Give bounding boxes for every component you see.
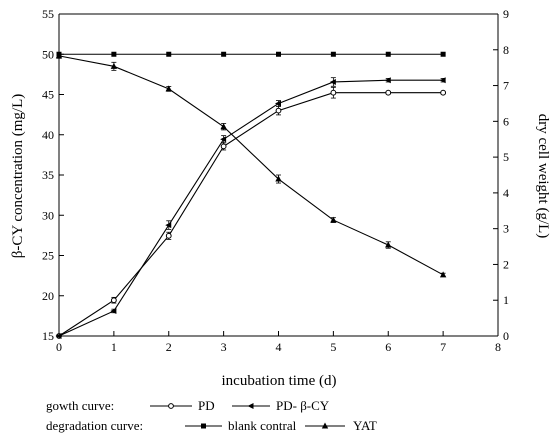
series-line xyxy=(58,79,444,337)
y-tick-label: 15 xyxy=(42,329,54,343)
y2-tick-label: 8 xyxy=(503,43,509,57)
data-point xyxy=(110,307,117,314)
x-tick-label: 0 xyxy=(56,340,62,354)
x-tick-label: 5 xyxy=(330,340,336,354)
data-point xyxy=(110,297,117,304)
series-pd-cy xyxy=(55,77,446,339)
data-point xyxy=(276,51,281,57)
data-point xyxy=(110,62,118,69)
y2-tick-label: 4 xyxy=(503,186,509,200)
series-blank-contral xyxy=(56,51,446,57)
legend-marker xyxy=(247,403,254,409)
y2-tick-label: 5 xyxy=(503,150,509,164)
y-tick-label: 50 xyxy=(42,47,54,61)
y-tick-label: 40 xyxy=(42,128,54,142)
data-point xyxy=(165,222,172,229)
data-point xyxy=(165,232,172,239)
x-tick-label: 2 xyxy=(166,340,172,354)
data-point xyxy=(330,89,337,96)
y2-tick-label: 3 xyxy=(503,222,509,236)
data-point xyxy=(385,241,392,248)
data-point xyxy=(220,123,227,130)
data-point xyxy=(275,100,281,107)
series-line xyxy=(58,55,444,276)
data-point xyxy=(440,89,447,96)
data-point xyxy=(440,51,446,57)
data-point xyxy=(275,107,282,114)
y-tick-label: 25 xyxy=(42,249,54,263)
legend-item: PD xyxy=(150,398,215,413)
legend-marker xyxy=(201,423,206,429)
legend-label: blank contral xyxy=(228,418,297,433)
x-axis-ticks: 0 1 2 3 4 5 6 7 8 xyxy=(56,331,501,354)
x-tick-label: 6 xyxy=(385,340,391,354)
y2-tick-label: 1 xyxy=(503,293,509,307)
y2-axis-title: dry cell weight (g/L) xyxy=(535,114,550,239)
y-tick-label: 45 xyxy=(42,88,54,102)
y2-tick-label: 7 xyxy=(503,79,509,93)
x-tick-label: 3 xyxy=(221,340,227,354)
legend-marker xyxy=(321,422,329,429)
legend-label: PD- β-CY xyxy=(276,398,330,413)
legend-label: YAT xyxy=(353,418,377,433)
x-axis-title: incubation time (d) xyxy=(222,373,337,389)
legend-label: PD xyxy=(198,398,215,413)
y2-tick-label: 2 xyxy=(503,257,509,271)
x-tick-label: 1 xyxy=(111,340,117,354)
data-point xyxy=(165,85,172,92)
legend-item: blank contral xyxy=(185,418,297,433)
data-point xyxy=(330,216,337,223)
data-point xyxy=(220,143,227,150)
legend-marker xyxy=(168,403,174,409)
legend-item: YAT xyxy=(305,418,377,433)
series-layer xyxy=(55,51,447,339)
legend-items: PD PD- β-CY blank contral YAT xyxy=(150,398,377,433)
series-yat xyxy=(55,52,447,278)
y-tick-label: 20 xyxy=(42,289,54,303)
y-axis-ticks: 15 20 25 30 35 40 45 50 55 xyxy=(42,7,64,343)
y-tick-label: 30 xyxy=(42,208,54,222)
data-point xyxy=(329,78,336,85)
x-tick-label: 8 xyxy=(495,340,501,354)
data-point xyxy=(220,136,227,143)
data-point xyxy=(384,77,391,84)
data-point xyxy=(439,271,447,278)
y-tick-label: 35 xyxy=(42,168,54,182)
data-point xyxy=(385,51,391,57)
x-tick-label: 4 xyxy=(276,340,282,354)
y-tick-label: 55 xyxy=(42,7,54,21)
y2-tick-label: 6 xyxy=(503,114,509,128)
legend-growth-label: gowth curve: xyxy=(46,398,114,413)
data-point xyxy=(55,333,62,339)
legend-degradation-label: degradation curve: xyxy=(46,418,143,433)
data-point xyxy=(439,77,446,84)
legend: gowth curve: degradation curve: PD PD- β-… xyxy=(46,398,377,433)
y2-tick-label: 0 xyxy=(503,329,509,343)
data-point xyxy=(111,51,117,57)
series-pd xyxy=(56,86,447,339)
legend-item: PD- β-CY xyxy=(232,398,330,413)
data-point xyxy=(275,175,282,182)
data-point xyxy=(330,51,336,57)
data-point xyxy=(166,51,172,57)
x-tick-label: 7 xyxy=(440,340,446,354)
data-point xyxy=(385,89,392,96)
series-line xyxy=(58,92,444,337)
data-point xyxy=(221,51,227,57)
data-point xyxy=(55,52,63,59)
y2-axis-ticks: 0 1 2 3 4 5 6 7 8 9 xyxy=(493,7,509,343)
y-axis-title: β-CY concentration (mg/L) xyxy=(10,94,26,259)
y2-tick-label: 9 xyxy=(503,7,509,21)
